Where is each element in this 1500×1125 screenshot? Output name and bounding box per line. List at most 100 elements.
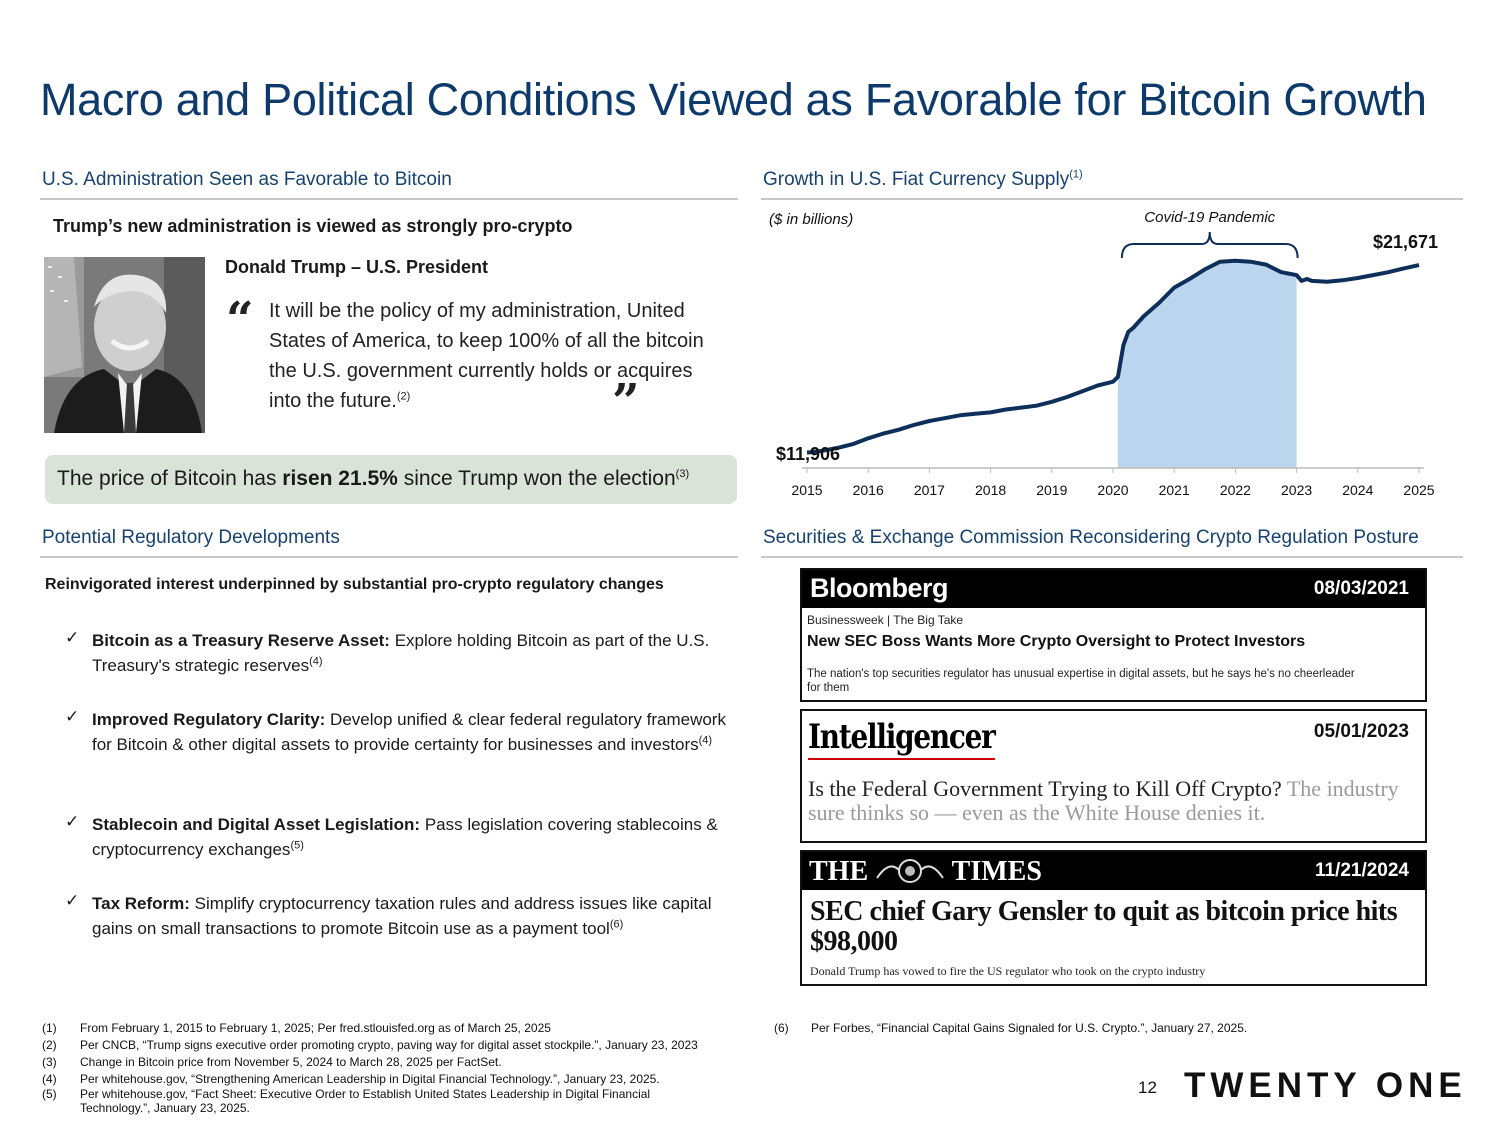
item-text: Pass legislation covering stablecoins & … bbox=[92, 815, 718, 859]
article-date: 05/01/2023 bbox=[1313, 721, 1409, 742]
check-icon: ✓ bbox=[65, 707, 80, 726]
close-quote-icon: ” bbox=[612, 374, 640, 430]
section-heading-currency-supply: Growth in U.S. Fiat Currency Supply(1) bbox=[763, 169, 1083, 191]
item-footnote-ref: (4) bbox=[309, 655, 323, 668]
section-heading-sec: Securities & Exchange Commission Reconsi… bbox=[763, 527, 1419, 548]
footnote: (5) Per whitehouse.gov, “Fact Sheet: Exec… bbox=[42, 1087, 650, 1115]
x-tick-label: 2018 bbox=[975, 482, 1006, 498]
callout-post: since Trump won the election bbox=[397, 467, 676, 490]
section-heading-administration: U.S. Administration Seen as Favorable to… bbox=[42, 169, 452, 190]
start-value-label: $11,906 bbox=[776, 444, 840, 464]
footnote-text: From February 1, 2015 to February 1, 202… bbox=[80, 1021, 551, 1035]
bitcoin-price-callout: The price of Bitcoin has risen 21.5% sin… bbox=[45, 455, 737, 504]
times-crest-icon bbox=[876, 859, 944, 883]
item-footnote-ref: (4) bbox=[698, 734, 713, 747]
quote-footnote-ref: (2) bbox=[396, 390, 411, 403]
footnote-text: Change in Bitcoin price from November 5,… bbox=[80, 1055, 502, 1069]
footnote-number: (5) bbox=[42, 1087, 57, 1101]
article-dek: The nation's top securities regulator ha… bbox=[807, 668, 1355, 694]
article-headline: SEC chief Gary Gensler to quit as bitcoi… bbox=[810, 896, 1398, 957]
footnote: (6) Per Forbes, “Financial Capital Gains … bbox=[774, 1021, 1247, 1035]
footnote-text: Per CNCB, “Trump signs executive order p… bbox=[80, 1038, 698, 1052]
regulatory-item: Improved Regulatory Clarity: Develop uni… bbox=[92, 707, 742, 757]
news-card-intelligencer[interactable]: Intelligencer 05/01/2023 Is the Federal … bbox=[800, 709, 1427, 843]
x-tick-label: 2022 bbox=[1220, 482, 1251, 498]
page-number: 12 bbox=[1138, 1078, 1157, 1097]
section-divider bbox=[40, 556, 738, 558]
news-card-bloomberg[interactable]: Bloomberg 08/03/2021 Businessweek | The … bbox=[800, 568, 1427, 702]
callout-footnote-ref: (3) bbox=[675, 468, 690, 480]
covid-highlight-area bbox=[1117, 260, 1297, 468]
callout-bold: risen 21.5% bbox=[282, 467, 398, 490]
bloomberg-logo: Bloomberg bbox=[810, 573, 949, 603]
article-dek: The industry sure thinks so — even as th… bbox=[808, 776, 1399, 825]
x-tick-label: 2020 bbox=[1097, 482, 1128, 498]
administration-lead: Trump’s new administration is viewed as … bbox=[53, 216, 573, 236]
article-headline-block: Is the Federal Government Trying to Kill… bbox=[808, 777, 1408, 825]
regulatory-lead: Reinvigorated interest underpinned by su… bbox=[45, 576, 664, 593]
section-divider bbox=[761, 556, 1463, 558]
footnote-number: (6) bbox=[774, 1021, 789, 1035]
section-divider bbox=[40, 198, 738, 200]
item-text: Explore holding Bitcoin as part of the U… bbox=[92, 631, 710, 675]
regulatory-item: Tax Reform: Simplify cryptocurrency taxa… bbox=[92, 891, 742, 941]
news-masthead bbox=[802, 570, 1425, 608]
check-icon: ✓ bbox=[65, 628, 80, 647]
trump-portrait bbox=[44, 257, 205, 433]
fiat-supply-line bbox=[806, 258, 1420, 455]
footnote: (2) Per CNCB, “Trump signs executive orde… bbox=[42, 1038, 698, 1052]
item-title: Bitcoin as a Treasury Reserve Asset: bbox=[92, 631, 390, 650]
page-title: Macro and Political Conditions Viewed as… bbox=[40, 74, 1427, 125]
x-axis-ticks: 2015 2016 2017 2018 2019 2020 2021 2022 2023 2024… bbox=[791, 468, 1435, 498]
item-text: Simplify cryptocurrency taxation rules a… bbox=[92, 894, 712, 938]
x-tick-label: 2025 bbox=[1403, 482, 1434, 498]
footnote-text: Per Forbes, “Financial Capital Gains Sig… bbox=[811, 1021, 1248, 1035]
news-card-times[interactable]: THE TIMES 11/21/2024 SEC chief Gary Gens… bbox=[800, 850, 1427, 986]
times-logo: THE TIMES bbox=[809, 856, 1042, 888]
item-title: Improved Regulatory Clarity: bbox=[92, 710, 326, 729]
footnote-number: (2) bbox=[42, 1038, 57, 1052]
article-section: Businessweek | The Big Take bbox=[807, 613, 964, 627]
regulatory-item: Bitcoin as a Treasury Reserve Asset: Exp… bbox=[92, 628, 742, 678]
regulatory-item: Stablecoin and Digital Asset Legislation… bbox=[92, 812, 742, 862]
article-dek: Donald Trump has vowed to fire the US re… bbox=[810, 964, 1206, 978]
quote-text: It will be the policy of my administrati… bbox=[269, 300, 704, 412]
section-divider bbox=[761, 198, 1463, 200]
times-logo-left: THE bbox=[809, 856, 869, 887]
article-date: 08/03/2021 bbox=[1313, 578, 1409, 599]
portrait-illustration bbox=[44, 257, 205, 433]
footnote-text: Per whitehouse.gov, “Strengthening Ameri… bbox=[80, 1072, 660, 1086]
item-footnote-ref: (5) bbox=[290, 839, 304, 852]
x-tick-label: 2021 bbox=[1159, 482, 1190, 498]
footnote: (3) Change in Bitcoin price from November… bbox=[42, 1055, 502, 1069]
article-headline: Is the Federal Government Trying to Kill… bbox=[808, 776, 1282, 801]
covid-annotation: Covid-19 Pandemic bbox=[1144, 209, 1275, 226]
footnote-number: (3) bbox=[42, 1055, 57, 1069]
brand-logo: TWENTY ONE bbox=[1184, 1066, 1467, 1105]
trump-quote: It will be the policy of my administrati… bbox=[269, 296, 719, 416]
check-icon: ✓ bbox=[65, 891, 80, 910]
footnote-number: (1) bbox=[42, 1021, 57, 1035]
x-tick-label: 2023 bbox=[1281, 482, 1312, 498]
footnote-text: Per whitehouse.gov, “Fact Sheet: Executi… bbox=[80, 1087, 651, 1115]
chart-heading-footnote-ref: (1) bbox=[1069, 168, 1083, 181]
footnote-number: (4) bbox=[42, 1072, 57, 1086]
item-title: Stablecoin and Digital Asset Legislation… bbox=[92, 815, 421, 834]
article-date: 11/21/2024 bbox=[1314, 860, 1409, 881]
speaker-name: Donald Trump – U.S. President bbox=[225, 257, 489, 277]
times-logo-right: TIMES bbox=[951, 856, 1042, 887]
article-headline: New SEC Boss Wants More Crypto Oversight… bbox=[807, 633, 1306, 650]
check-icon: ✓ bbox=[65, 812, 80, 831]
end-value-label: $21,671 bbox=[1373, 232, 1438, 252]
footnote: (4) Per whitehouse.gov, “Strengthening Am… bbox=[42, 1072, 660, 1086]
open-quote-icon: “ bbox=[226, 292, 254, 348]
item-title: Tax Reform: bbox=[92, 894, 190, 913]
x-tick-label: 2017 bbox=[914, 482, 945, 498]
callout-text: The price of Bitcoin has risen 21.5% sin… bbox=[57, 467, 689, 491]
footnote: (1) From February 1, 2015 to February 1, … bbox=[42, 1021, 551, 1035]
chart-unit-label: ($ in billions) bbox=[769, 211, 853, 228]
intelligencer-logo: Intelligencer bbox=[808, 717, 996, 760]
x-tick-label: 2015 bbox=[791, 482, 822, 498]
currency-supply-chart: ($ in billions) Covid-19 Pandemic 2015 20… bbox=[769, 209, 1438, 498]
item-text: Develop unified & clear federal regulato… bbox=[92, 710, 726, 754]
